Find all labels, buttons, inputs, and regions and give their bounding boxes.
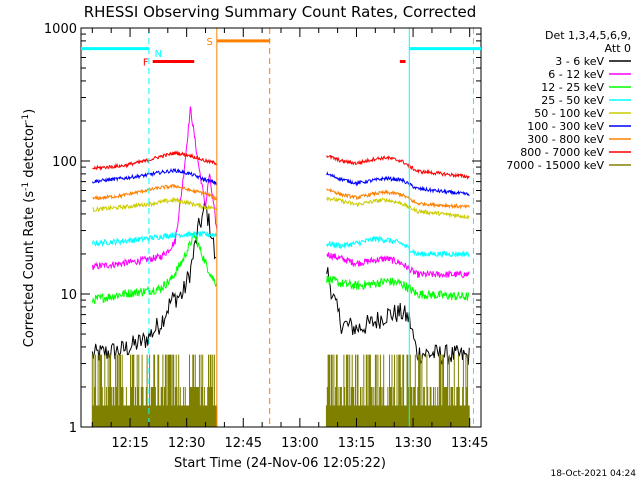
x-tick-label: 12:30 [168, 436, 205, 451]
plot-frame [80, 27, 482, 428]
series-trace [91, 354, 470, 427]
y-tick-label: 100 [52, 155, 77, 170]
series-trace [92, 196, 470, 220]
series-300-800-kev [92, 183, 470, 210]
legend-entry: 6 - 12 keV [548, 68, 604, 81]
series-50-100-kev [92, 196, 470, 220]
series-trace [92, 167, 470, 197]
legend-entry: 12 - 25 keV [541, 81, 604, 94]
y-tick-label: 1 [69, 421, 77, 436]
series-trace [92, 149, 470, 180]
series-12-25-kev [92, 232, 470, 305]
x-tick-label: 13:00 [281, 436, 318, 451]
series-trace [92, 183, 470, 210]
series-trace [91, 201, 470, 365]
legend-entry: 300 - 800 keV [527, 133, 604, 146]
axes: 1 10 100 1000 12:15 12:30 12:45 13:00 13:15 13:30… [44, 22, 489, 451]
series-trace [92, 230, 470, 258]
series-25-50-kev [92, 230, 470, 258]
series-7000-15000-kev [91, 354, 470, 427]
legend-entry: 100 - 300 keV [527, 120, 604, 133]
n-marker-label: N [155, 49, 162, 60]
y-axis-label: Corrected Count Rate (s-1 detector-1) [21, 109, 37, 347]
legend-header: Att 0 [605, 42, 631, 55]
series-trace [92, 232, 470, 305]
series-6-12-kev [92, 106, 470, 279]
series-800-7000-kev [92, 149, 470, 180]
series-100-300-kev [92, 167, 470, 197]
chart-title: RHESSI Observing Summary Count Rates, Co… [84, 3, 477, 21]
legend-entry: 3 - 6 keV [555, 55, 604, 68]
flag-label: S [206, 37, 212, 48]
legend-entry: 50 - 100 keV [534, 107, 604, 120]
x-axis-label: Start Time (24-Nov-06 12:05:22) [174, 456, 386, 471]
y-tick-label: 1000 [44, 22, 77, 37]
legend-entry: 800 - 7000 keV [520, 146, 604, 159]
x-tick-label: 13:15 [338, 436, 375, 451]
legend-header: Det 1,3,4,5,6,9, [545, 29, 631, 42]
x-tick-label: 12:45 [225, 436, 262, 451]
x-tick-label: 13:45 [451, 436, 488, 451]
x-tick-label: 13:30 [394, 436, 431, 451]
x-tick-label: 12:15 [111, 436, 148, 451]
y-tick-label: 10 [60, 288, 77, 303]
series-trace [92, 106, 470, 279]
legend-entry: 7000 - 15000 keV [506, 159, 604, 172]
series-3-6-kev [91, 201, 470, 365]
footer-date: 18-Oct-2021 04:24 [551, 469, 637, 479]
flag-label: F [143, 57, 149, 68]
legend-entry: 25 - 50 keV [541, 94, 604, 107]
